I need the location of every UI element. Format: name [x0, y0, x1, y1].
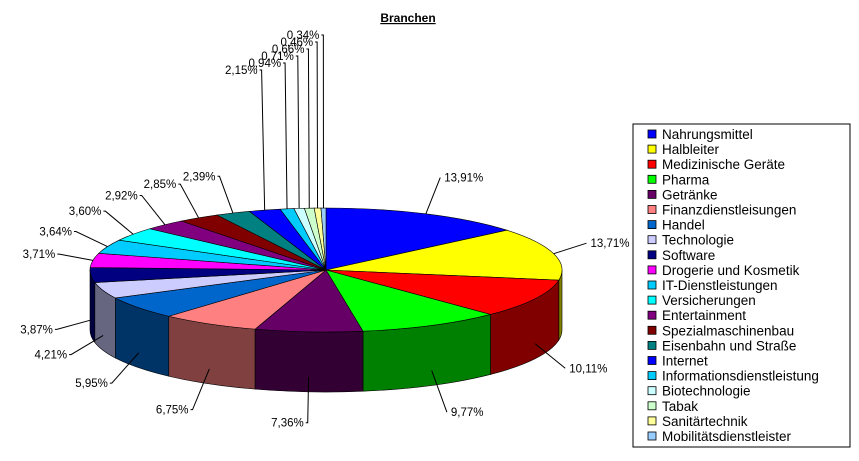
pie-leader-6 [109, 352, 140, 384]
legend-entry-7: Technologie [662, 233, 734, 248]
pie-leader-12 [139, 194, 166, 226]
legend-entry-15: Internet [662, 354, 708, 369]
legend-swatch-15 [647, 356, 657, 365]
pie-data-label-17: 0,71% [261, 51, 294, 63]
pie-leader-18 [306, 48, 310, 209]
pie-leader-4 [305, 376, 310, 424]
pie-leader-17 [295, 55, 300, 209]
pie-data-label-8: 3,87% [20, 324, 53, 336]
pie-data-label-3: 9,77% [451, 407, 484, 419]
legend-entry-13: Spezialmaschinenbau [662, 323, 794, 338]
pie-data-label-12: 2,92% [105, 190, 138, 202]
pie-data-label-1: 13,71% [590, 238, 629, 250]
legend-frame [632, 123, 851, 448]
pie-leader-1 [553, 242, 587, 255]
legend-swatch-12 [647, 310, 657, 320]
pie-leader-10 [73, 230, 108, 248]
legend-entry-17: Biotechnologie [662, 384, 751, 399]
pie-data-label-20: 0,34% [287, 30, 320, 42]
legend-entry-14: Eisenbahn und Straße [662, 338, 796, 353]
legend-swatch-13 [647, 325, 657, 335]
pie-slice-3 [325, 269, 492, 332]
pie-data-label-6: 5,95% [75, 378, 108, 390]
legend-entry-11: Versicherungen [662, 293, 756, 308]
pie-data-label-19: 0,46% [281, 37, 314, 49]
pie-leader-9 [57, 253, 93, 261]
legend-entry-6: Handel [662, 218, 705, 233]
pie-side-4 [254, 328, 364, 393]
legend-swatch-14 [647, 340, 657, 350]
pie-data-label-13: 2,85% [144, 179, 177, 191]
pie-data-label-2: 10,11% [569, 363, 607, 375]
pie-data-label-5: 6,75% [156, 405, 189, 417]
pie-leader-11 [103, 210, 134, 235]
legend-swatch-7 [647, 235, 657, 245]
legend-swatch-8 [647, 250, 657, 260]
pie-data-label-4: 7,36% [271, 418, 304, 430]
legend-entry-18: Tabak [662, 399, 698, 414]
legend-entry-2: Medizinische Geräte [662, 157, 785, 172]
pie-leader-19 [315, 41, 319, 209]
pie-leader-16 [283, 62, 288, 209]
pie-data-label-11: 3,60% [69, 206, 102, 218]
pie-data-label-10: 3,64% [39, 226, 72, 238]
pie-leader-8 [54, 319, 91, 330]
pie-leader-2 [534, 343, 566, 369]
pie-slice-2 [325, 269, 560, 315]
legend-swatch-10 [647, 280, 657, 290]
legend-swatch-1 [647, 144, 657, 154]
pie-slice-0 [325, 207, 509, 271]
legend-swatch-6 [647, 220, 657, 230]
legend-swatch-9 [647, 265, 657, 275]
pie-side-1 [558, 269, 563, 342]
legend-swatch-4 [647, 189, 657, 199]
pie-leader-13 [178, 183, 200, 219]
pie-leader-20 [321, 34, 324, 209]
legend-swatch-0 [647, 129, 657, 139]
legend-swatch-11 [647, 295, 657, 305]
pie-slice-1 [325, 229, 563, 281]
legend-swatch-2 [647, 159, 657, 169]
legend-entry-4: Getränke [662, 187, 718, 202]
pie-data-label-16: 0,94% [248, 58, 281, 70]
pie-data-label-14: 2,39% [183, 171, 216, 183]
pie-labels: 13,91% 13,71% 10,11% 9,77% 7,36% 6,75% 5,95% 4,… [20, 30, 629, 430]
legend-swatch-16 [647, 371, 657, 381]
pie-leader-15 [259, 69, 266, 211]
pie-data-label-9: 3,71% [23, 249, 56, 261]
pie-leader-14 [217, 175, 234, 214]
legend-entry-19: Sanitärtechnik [662, 414, 748, 429]
chart-title: Branchen [380, 11, 435, 25]
pie-data-label-15: 2,15% [225, 65, 258, 77]
legend-entry-8: Software [662, 248, 715, 263]
legend-entry-10: IT-Dienstleistungen [662, 278, 778, 293]
pie-leader-7 [69, 334, 104, 356]
legend-swatch-3 [647, 174, 657, 184]
pie-sides [89, 269, 563, 393]
legend-swatch-17 [647, 386, 657, 396]
legend-entry-12: Entertainment [662, 308, 746, 323]
legend-entry-20: Mobilitätsdienstleister [662, 429, 792, 444]
legend-entry-0: Nahrungsmittel [662, 127, 753, 142]
legend-entry-9: Drogerie und Kosmetik [662, 263, 800, 278]
legend-entry-5: Finanzdienstleisungen [662, 203, 796, 218]
pie-leader-0 [425, 177, 441, 215]
pie-data-label-18: 0,66% [272, 44, 305, 56]
legend-swatch-20 [647, 431, 657, 441]
legend-swatch-19 [647, 416, 657, 426]
pie-slice-4 [254, 269, 364, 333]
pie-data-label-0: 13,91% [444, 173, 483, 185]
pie-data-label-7: 4,21% [34, 350, 67, 362]
pie-leader-3 [431, 370, 448, 413]
legend-entry-3: Pharma [662, 172, 710, 187]
legend-entry-16: Informationsdienstleistung [662, 369, 819, 384]
legend-swatch-18 [647, 401, 657, 411]
pie-leader-5 [190, 368, 210, 411]
legend-entry-1: Halbleiter [662, 142, 720, 157]
legend-swatch-5 [647, 205, 657, 214]
pie-tops [89, 207, 563, 333]
